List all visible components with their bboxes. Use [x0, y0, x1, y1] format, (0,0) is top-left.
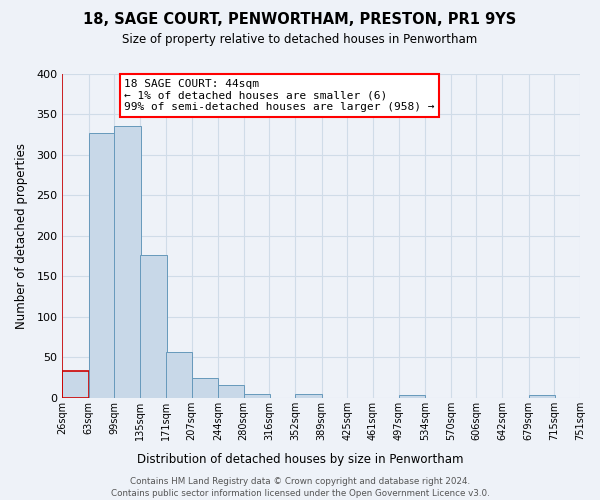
Text: 18, SAGE COURT, PENWORTHAM, PRESTON, PR1 9YS: 18, SAGE COURT, PENWORTHAM, PRESTON, PR1…: [83, 12, 517, 28]
Bar: [218, 385, 244, 398]
Bar: [295, 394, 322, 398]
Bar: [89, 133, 115, 398]
Text: Contains HM Land Registry data © Crown copyright and database right 2024.
Contai: Contains HM Land Registry data © Crown c…: [110, 476, 490, 498]
Text: Distribution of detached houses by size in Penwortham: Distribution of detached houses by size …: [137, 452, 463, 466]
Bar: [140, 254, 167, 398]
Text: Size of property relative to detached houses in Penwortham: Size of property relative to detached ho…: [122, 32, 478, 46]
Bar: [398, 396, 425, 398]
Bar: [529, 394, 555, 398]
Bar: [115, 126, 141, 398]
Bar: [166, 352, 192, 398]
Bar: [244, 394, 270, 398]
Bar: [62, 371, 89, 398]
Y-axis label: Number of detached properties: Number of detached properties: [15, 143, 28, 329]
Text: 18 SAGE COURT: 44sqm
← 1% of detached houses are smaller (6)
99% of semi-detache: 18 SAGE COURT: 44sqm ← 1% of detached ho…: [124, 79, 435, 112]
Bar: [191, 378, 218, 398]
